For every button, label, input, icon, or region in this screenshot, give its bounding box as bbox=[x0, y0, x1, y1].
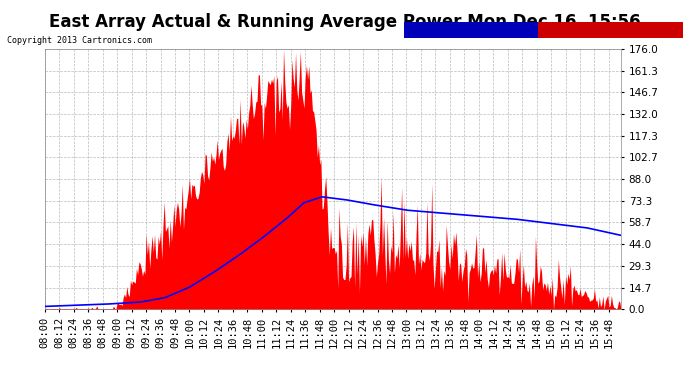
Text: Average  (DC Watts): Average (DC Watts) bbox=[407, 25, 509, 34]
Text: East Array  (DC Watts): East Array (DC Watts) bbox=[542, 25, 660, 34]
Text: East Array Actual & Running Average Power Mon Dec 16  15:56: East Array Actual & Running Average Powe… bbox=[49, 13, 641, 31]
Text: Copyright 2013 Cartronics.com: Copyright 2013 Cartronics.com bbox=[7, 36, 152, 45]
